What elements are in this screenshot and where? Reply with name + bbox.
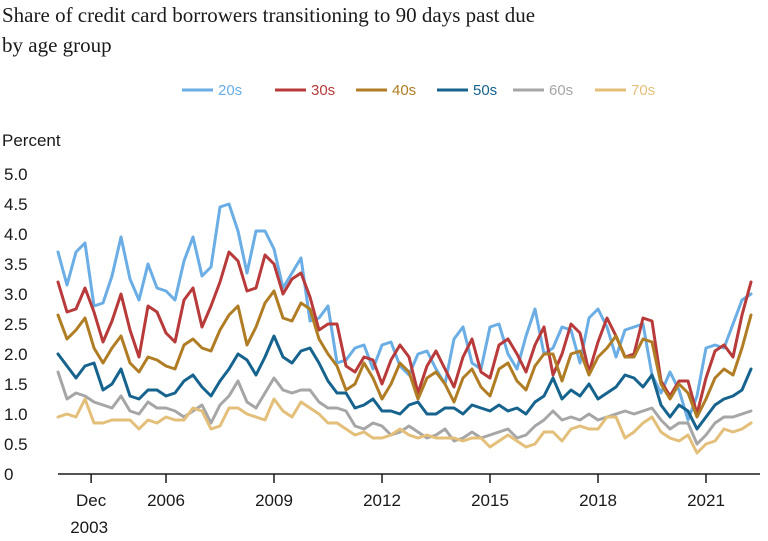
legend-label-40s: 40s <box>392 82 416 99</box>
legend-item-20s: 20s <box>182 82 242 99</box>
y-tick-label: 3.5 <box>4 255 28 274</box>
x-tick-label: 2018 <box>579 491 617 510</box>
series-line-40s <box>56 289 753 419</box>
series-line-20s <box>56 202 753 422</box>
x-tick-label: 2009 <box>255 491 293 510</box>
legend-item-50s: 50s <box>437 82 497 99</box>
legend-label-70s: 70s <box>631 82 655 99</box>
legend-item-70s: 70s <box>595 82 655 99</box>
y-tick-label: 2.0 <box>4 345 28 364</box>
series-line-70s <box>56 397 753 455</box>
y-tick-label: 4.5 <box>4 195 28 214</box>
y-axis-ticks: 0 0.5 1.0 1.5 2.0 2.5 3.0 3.5 4.0 4.5 5.0 <box>4 165 28 484</box>
x-tick-label: Dec <box>76 491 107 510</box>
chart-title-line1: Share of credit card borrowers transitio… <box>2 3 535 27</box>
chart-title-line2: by age group <box>2 33 112 57</box>
legend-label-30s: 30s <box>311 82 335 99</box>
x-tick-label-year: 2003 <box>70 518 108 537</box>
legend-item-60s: 60s <box>513 82 573 99</box>
legend-label-20s: 20s <box>218 82 242 99</box>
legend-item-30s: 30s <box>275 82 335 99</box>
y-axis-label: Percent <box>2 131 61 150</box>
y-tick-label: 4.0 <box>4 225 28 244</box>
x-tick-label: 2021 <box>687 491 725 510</box>
x-axis: Dec 2003 2006 2009 2012 2015 2018 2021 <box>58 473 760 537</box>
y-tick-label: 3.0 <box>4 285 28 304</box>
y-tick-label: 0.5 <box>4 435 28 454</box>
y-tick-label: 5.0 <box>4 165 28 184</box>
legend-label-60s: 60s <box>549 82 573 99</box>
x-tick-label: 2012 <box>363 491 401 510</box>
series-lines <box>56 202 753 455</box>
series-line-50s <box>56 334 753 431</box>
y-tick-label: 1.0 <box>4 405 28 424</box>
y-tick-label: 1.5 <box>4 375 28 394</box>
legend: 20s 30s 40s 50s 60s 70s <box>182 82 655 99</box>
x-tick-label: 2015 <box>471 491 509 510</box>
series-line-30s <box>56 250 753 416</box>
legend-label-50s: 50s <box>473 82 497 99</box>
series-line-60s <box>56 370 753 446</box>
legend-item-40s: 40s <box>356 82 416 99</box>
y-tick-label: 2.5 <box>4 315 28 334</box>
x-tick-label: 2006 <box>147 491 185 510</box>
y-tick-label: 0 <box>4 465 13 484</box>
